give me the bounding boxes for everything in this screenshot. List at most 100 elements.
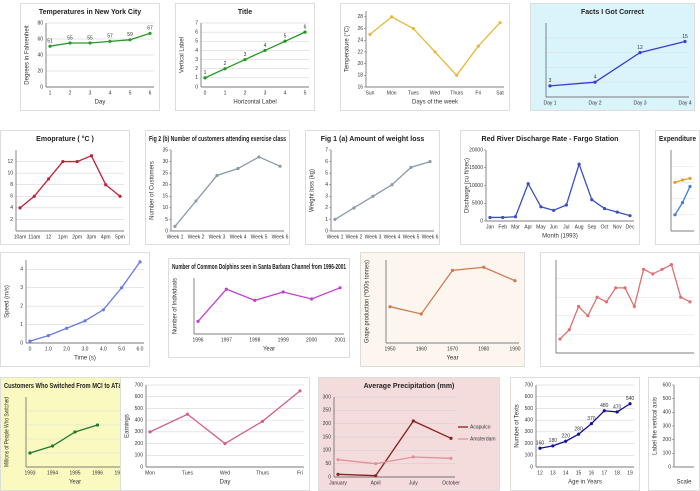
thumbnail-frame xyxy=(655,130,700,245)
data-point xyxy=(28,339,32,343)
thumbnail-frame xyxy=(540,252,700,367)
data-label: 51 xyxy=(47,39,53,45)
data-point xyxy=(148,31,152,35)
x-axis-label: Days of the week xyxy=(412,100,459,106)
chart-thumbnail[interactable]: 0 100 200 300 400 500 600 Scale Label the vertic… xyxy=(648,377,700,491)
data-point xyxy=(390,183,394,187)
y-tick-label: 2 xyxy=(325,205,328,211)
x-tick-label: 2 xyxy=(69,90,72,96)
y-axis-label: Grape production (*000s tonnes) xyxy=(365,260,371,343)
series-line xyxy=(204,31,306,79)
data-point xyxy=(390,15,394,19)
y-tick-label: 16 xyxy=(357,84,363,90)
y-axis-label: Discharge (cu ft/sec) xyxy=(465,158,471,213)
y-axis-label: Earnings xyxy=(125,414,131,438)
data-point xyxy=(257,155,261,159)
x-tick-label: 3 xyxy=(89,90,92,96)
chart-thumbnail[interactable] xyxy=(540,252,700,367)
chart-thumbnail[interactable]: Facts I Got Correct Day 1 Day 2 Day 3 Day 4 3… xyxy=(530,3,695,111)
x-tick-label: Dec xyxy=(626,224,635,230)
x-axis-label: Year xyxy=(69,480,81,486)
y-tick-label: 35 xyxy=(162,147,168,153)
y-tick-label: 0 xyxy=(325,228,328,234)
chart-thumbnail[interactable]: 0 100 200 300 400 500 600 700 Mon Tues Wed Thurs Fri… xyxy=(120,377,310,491)
legend-label: Amsterdam xyxy=(470,436,496,442)
data-point xyxy=(409,165,413,169)
chart-title: Fig 2 (b) Number of customers attending … xyxy=(149,136,286,143)
data-label: 12 xyxy=(637,45,643,51)
data-point xyxy=(203,76,207,80)
chart-thumbnail[interactable]: Expenditure xyxy=(655,130,700,245)
y-tick-label: 100 xyxy=(135,453,144,459)
x-tick-label: 12 xyxy=(537,470,543,476)
thumbnail-body: Number of Common Dolphins seen in Santa … xyxy=(172,264,346,353)
x-tick-label: 17 xyxy=(602,470,608,476)
x-tick-label: 2000 xyxy=(306,337,317,343)
chart-thumbnail[interactable]: 0 100 200 300 400 500 600 700 12 13 14 15 16 17 18 19 Ag… xyxy=(510,377,640,491)
y-tick-label: 300 xyxy=(323,394,332,400)
data-point xyxy=(65,326,69,330)
chart-thumbnail[interactable]: 1950 1960 1970 1980 1990 Year Grape production… xyxy=(360,252,525,367)
data-point xyxy=(101,308,105,312)
data-point xyxy=(336,472,340,476)
data-point xyxy=(567,328,571,332)
series-line xyxy=(197,287,341,322)
data-point xyxy=(374,474,378,478)
x-tick-label: Day 4 xyxy=(678,100,691,106)
data-point xyxy=(476,44,480,48)
data-point xyxy=(595,295,599,299)
y-tick-label: 0 xyxy=(165,228,168,234)
data-point xyxy=(590,198,594,202)
data-label: 3 xyxy=(549,78,552,84)
thumbnail-body: 16 18 20 22 24 26 28 Sun Mon Tues Wed Thurs Fri Sat Da… xyxy=(345,11,504,106)
x-tick-label: 18 xyxy=(614,470,620,476)
chart-title: Temperatures in New York City xyxy=(39,9,141,16)
data-point xyxy=(602,206,607,211)
chart-thumbnail[interactable]: Fig 1 (a) Amount of weight loss 0 1 2 3 4 5 6 7 W… xyxy=(305,130,440,245)
chart-thumbnail[interactable]: Temperatures in New York City 0 20 40 60 80 1 2… xyxy=(20,3,160,111)
chart-thumbnail[interactable]: 16 18 20 22 24 26 28 Sun Mon Tues Wed Thurs Fri Sat Da… xyxy=(340,3,510,111)
data-point xyxy=(83,319,87,323)
data-point xyxy=(680,201,685,205)
y-tick-label: 5 xyxy=(165,217,168,223)
y-tick-label: 6 xyxy=(195,29,198,35)
data-point xyxy=(118,194,122,198)
x-tick-label: 2001 xyxy=(334,337,345,343)
data-point xyxy=(660,267,664,271)
data-point xyxy=(120,286,124,290)
thumbnail-body: 0 100 200 300 400 500 600 700 12 13 14 15 16 17 18 19 Ag… xyxy=(515,382,635,485)
x-axis-label: Year xyxy=(446,356,458,362)
y-tick-label: 6 xyxy=(325,159,328,165)
data-label: 280 xyxy=(574,427,583,433)
series-line xyxy=(337,456,452,465)
data-label: 160 xyxy=(536,441,545,447)
data-point xyxy=(336,458,340,462)
y-tick-label: 400 xyxy=(135,417,144,423)
thumbnail-frame xyxy=(305,130,440,245)
chart-thumbnail[interactable]: Red River Discharge Rate - Fargo Station… xyxy=(460,130,640,245)
thumbnail-frame xyxy=(168,258,350,358)
y-tick-label: 0 xyxy=(20,340,23,346)
chart-thumbnail[interactable]: Emoprature ( °C ) 2 4 6 8 10 12 10am 11am 12 1pm 2p… xyxy=(0,130,130,245)
x-tick-label: Week 5 xyxy=(403,234,420,240)
x-tick-label: Sat xyxy=(496,90,504,96)
x-tick-label: 1950 xyxy=(384,346,395,352)
chart-thumbnail[interactable]: Average Precipitation (mm) 0 50 100 150 200 25… xyxy=(318,377,500,491)
data-label: 480 xyxy=(600,403,609,409)
data-point xyxy=(88,41,92,45)
chart-thumbnail[interactable]: Customers Who Switched From MCI to AT&T 1… xyxy=(0,377,130,491)
data-point xyxy=(538,446,542,450)
y-tick-label: 20 xyxy=(357,61,363,67)
x-axis-label: Day xyxy=(220,480,231,486)
y-tick-label: 250 xyxy=(323,408,332,414)
chart-thumbnail[interactable]: Fig 2 (b) Number of customers attending … xyxy=(145,130,290,245)
chart-thumbnail[interactable]: 0 1 2 3 4 0 1.0 2.0 3.0 4.0 5.0 6.0 Time (s) Speed (m… xyxy=(0,252,150,367)
data-point xyxy=(73,430,77,434)
chart-thumbnail[interactable]: Number of Common Dolphins seen in Santa … xyxy=(168,258,350,358)
x-tick-label: 1996 xyxy=(192,337,203,343)
data-point xyxy=(374,462,378,466)
y-tick-label: 300 xyxy=(663,423,672,429)
x-tick-label: Week 4 xyxy=(230,234,247,240)
x-tick-label: Tues xyxy=(182,470,193,476)
